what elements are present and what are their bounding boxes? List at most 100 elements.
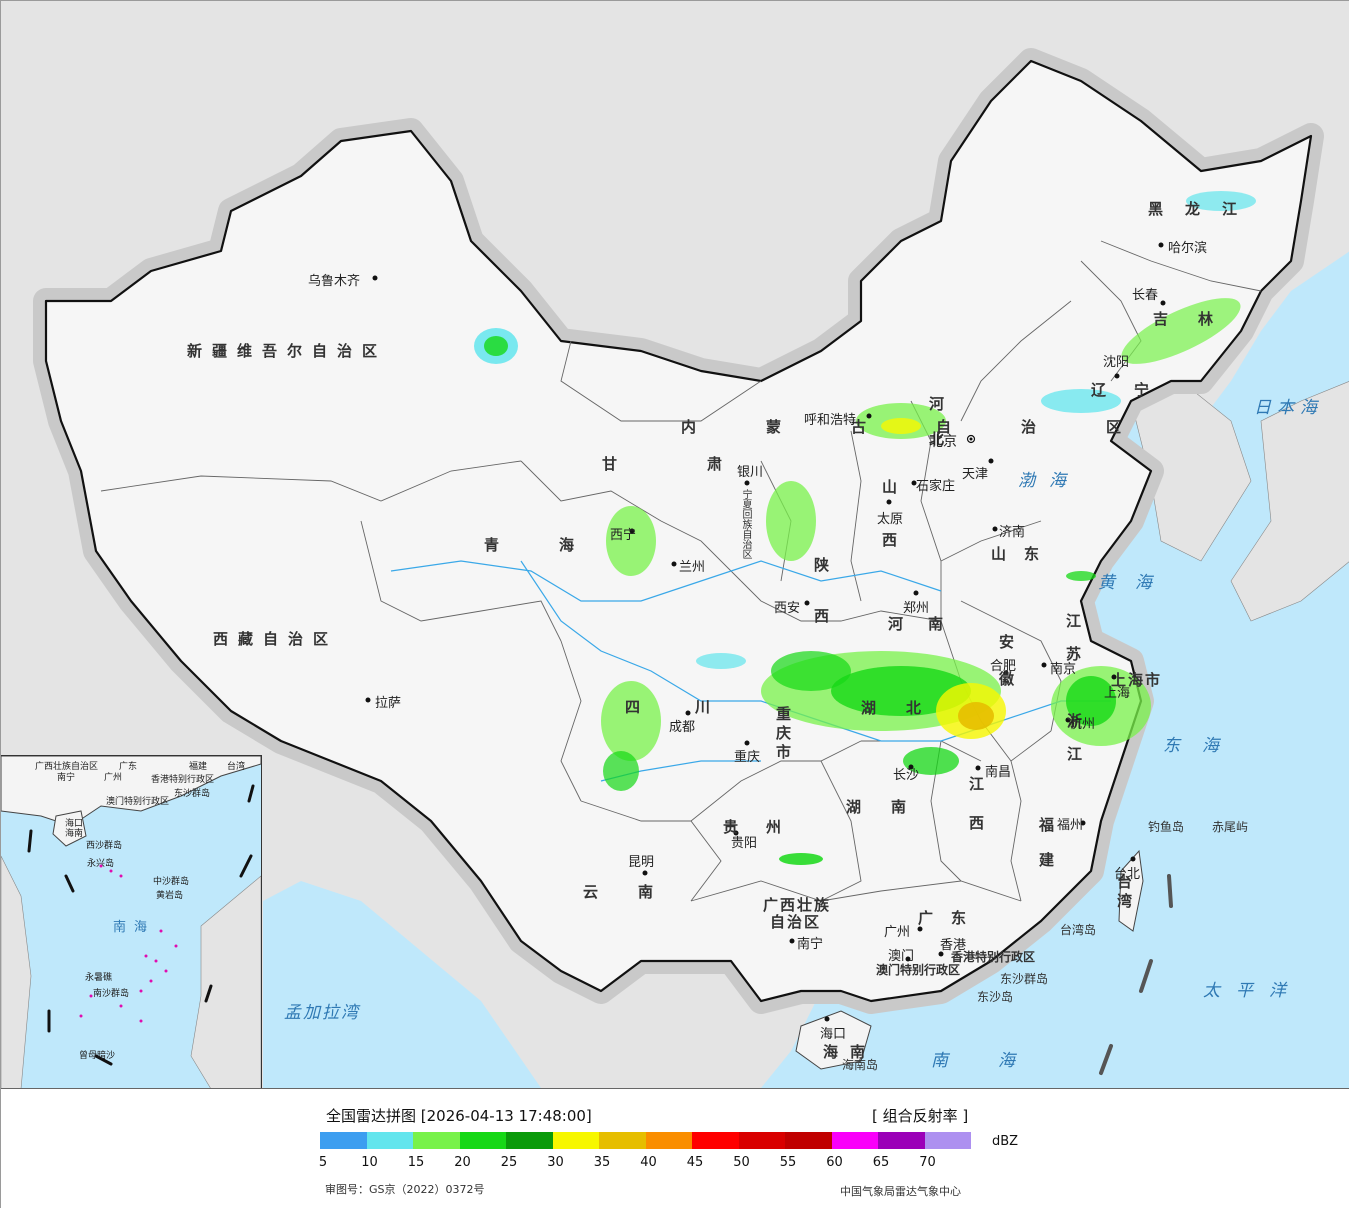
island-dongsha-group: 东沙群岛 — [1000, 972, 1049, 986]
island-chiwei: 赤尾屿 — [1212, 820, 1249, 834]
city-lhasa: 拉萨 — [375, 696, 402, 711]
legend-tick-label: 5 — [318, 1155, 328, 1170]
legend-swatch — [785, 1132, 832, 1149]
legend-swatch — [692, 1132, 739, 1149]
province-label-ningxia: 宁夏回族自治区 — [740, 489, 751, 559]
province-label-xinjiang: 新疆维吾尔自治区 — [187, 342, 388, 360]
legend-ticks: 5 10 15 20 25 30 35 40 45 50 55 60 65 70 — [318, 1155, 980, 1173]
sea-label-bohai: 渤海 — [1018, 471, 1080, 491]
inset-label-7: 澳门特别行政区 — [106, 797, 170, 807]
legend-tick-label: 50 — [733, 1155, 750, 1170]
province-label-hainan: 海南 — [823, 1043, 878, 1061]
legend-swatch — [878, 1132, 925, 1149]
legend-tick-label: 30 — [547, 1155, 564, 1170]
inset-label-10: 海南 — [65, 829, 84, 839]
legend-swatch — [413, 1132, 460, 1149]
city-beijing: 北京 — [929, 434, 957, 450]
inset-hainan — [52, 810, 87, 847]
province-label-gansu: 甘肃 — [602, 455, 813, 473]
inset-label-11: 西沙群岛 — [86, 841, 123, 851]
legend-swatch — [506, 1132, 553, 1149]
province-label-neimenggu: 内蒙古自治区 — [681, 418, 1192, 436]
city-hohhot: 呼和浩特 — [804, 413, 857, 428]
city-yinchuan: 银川 — [737, 465, 764, 480]
legend-swatch — [552, 1132, 599, 1149]
legend-tick-label: 25 — [500, 1155, 518, 1170]
province-label-jiangsu: 江苏 — [1064, 613, 1082, 679]
island-diaoyu: 钓鱼岛 — [1148, 820, 1185, 834]
island-taiwan: 台湾岛 — [1060, 923, 1097, 937]
map-canvas — [33, 48, 1349, 1088]
city-nanning: 南宁 — [797, 937, 824, 952]
sea-label-east: 东海 — [1163, 736, 1241, 756]
nine-dash-line — [1099, 874, 1173, 1075]
legend-swatch — [599, 1132, 646, 1149]
legend-tick-label: 70 — [919, 1155, 936, 1170]
sea-label-pacific: 太平洋 — [1203, 981, 1302, 1001]
sea-label-japan: 日本海 — [1254, 398, 1323, 418]
inset-label-6: 香港特别行政区 — [151, 775, 215, 785]
legend-swatch — [831, 1132, 878, 1149]
city-taiyuan: 太原 — [877, 512, 904, 527]
province-label-chongqing: 重庆市 — [774, 706, 792, 763]
city-shijiazhuang: 石家庄 — [916, 479, 956, 494]
legend-tick-label: 60 — [826, 1155, 843, 1170]
city-nanjing: 南京 — [1050, 662, 1077, 677]
sea-label-south: 南海 — [931, 1051, 1065, 1071]
inset-land — [1, 756, 261, 827]
city-xining: 西宁 — [610, 528, 637, 543]
province-label-sichuan: 四川 — [625, 698, 766, 716]
inset-label-2: 福建 — [189, 762, 208, 772]
inset-label-5: 广州 — [104, 773, 123, 783]
region-macau: 澳门特别行政区 — [876, 963, 961, 977]
province-label-yunnan: 云南 — [583, 883, 694, 901]
province-label-shandong: 山东 — [991, 545, 1058, 563]
city-kunming: 昆明 — [628, 855, 655, 870]
legend-swatch — [459, 1132, 506, 1149]
inset-label-16: 永暑礁 — [85, 973, 113, 983]
legend-unit: dBZ — [992, 1134, 1019, 1149]
inset-label-3: 台湾 — [227, 762, 246, 772]
approval-number: 审图号：GS京（2022）0372号 — [325, 1183, 485, 1196]
legend-swatch — [645, 1132, 692, 1149]
sea-label-yellow: 黄海 — [1098, 573, 1172, 593]
inset-label-0: 广西壮族自治区 — [35, 762, 99, 772]
city-chongqing: 重庆 — [734, 750, 761, 765]
province-label-liaoning: 辽宁 — [1091, 381, 1178, 399]
inset-canvas — [1, 756, 261, 1088]
province-label-shaanxi: 陕西 — [812, 557, 830, 659]
legend-swatch — [320, 1132, 367, 1149]
city-shanghai: 上海 — [1104, 686, 1131, 701]
province-label-anhui: 安徽 — [997, 634, 1015, 708]
inset-label-17: 南沙群岛 — [93, 989, 130, 999]
legend-tick-label: 35 — [593, 1155, 611, 1170]
legend-swatch — [738, 1132, 785, 1149]
province-label-hunan: 湖南 — [846, 798, 937, 816]
city-guangzhou: 广州 — [884, 925, 911, 940]
province-label-fujian: 福建 — [1037, 817, 1055, 887]
province-label-hebei: 河北 — [927, 396, 945, 466]
city-harbin: 哈尔滨 — [1168, 241, 1208, 256]
city-jinan: 济南 — [999, 525, 1026, 540]
radar-map[interactable]: 新疆维吾尔自治区 西藏自治区 青海 甘肃 四川 云南 内蒙古自治区 黑龙江 吉林… — [1, 1, 1349, 1089]
city-hefei: 合肥 — [990, 659, 1017, 674]
city-urumqi: 乌鲁木齐 — [308, 274, 361, 289]
province-label-shanghai: 上海市 — [1111, 671, 1163, 689]
city-fuzhou: 福州 — [1057, 818, 1084, 833]
city-zhengzhou: 郑州 — [903, 601, 930, 616]
city-nanchang: 南昌 — [985, 765, 1012, 780]
province-label-guizhou: 贵州 — [723, 818, 810, 836]
inset-label-13: 中沙群岛 — [153, 877, 190, 887]
sea-label-bengal: 孟加拉湾 — [284, 1003, 360, 1023]
province-label-hubei: 湖北 — [861, 699, 952, 717]
hainan-island — [795, 1010, 872, 1070]
city-changchun: 长春 — [1132, 288, 1159, 303]
province-label-xizang: 西藏自治区 — [213, 630, 339, 648]
inset-island-dots — [79, 864, 178, 1023]
inset-label-4: 南宁 — [57, 773, 76, 783]
legend-tick-label: 55 — [779, 1155, 797, 1170]
city-hangzhou: 杭州 — [1069, 717, 1096, 732]
legend-tick-label: 45 — [686, 1155, 704, 1170]
agency-name: 中国气象局雷达气象中心 — [840, 1185, 961, 1198]
province-label-henan: 河南 — [888, 615, 969, 633]
